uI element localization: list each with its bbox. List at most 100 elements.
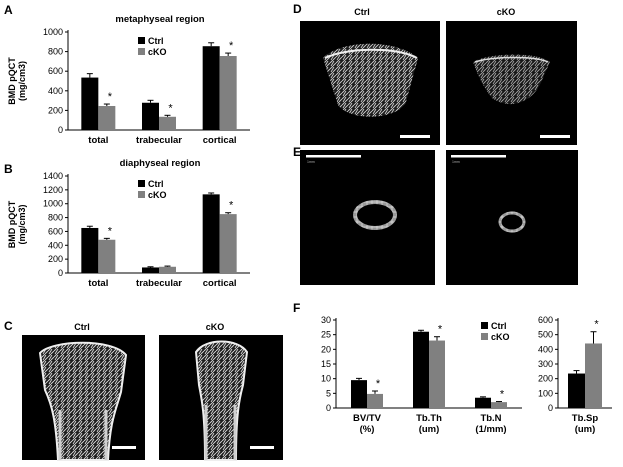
panel-e-cko-image <box>446 150 578 285</box>
chart-f2-y-tick-label: 300 <box>538 359 553 369</box>
chart-b-category-label: trabecular <box>136 278 182 289</box>
panel-d-ctrl-caption: Ctrl <box>354 7 370 17</box>
chart-f1-bar-ctrl <box>351 380 367 408</box>
chart-a-bar-cko <box>98 105 116 130</box>
chart-f2-y-tick-label: 400 <box>538 344 553 354</box>
chart-a-y-tick-label: 0 <box>58 125 63 135</box>
chart-b-title: diaphyseal region <box>120 158 201 169</box>
panel-d-cko-scalebar <box>540 135 570 138</box>
chart-a-legend-label: Ctrl <box>148 36 164 46</box>
chart-f1-category-label: (1/mm) <box>475 424 506 435</box>
chart-f1-significance-marker: * <box>500 389 505 401</box>
chart-b-category-label: cortical <box>203 278 237 289</box>
panel-e-ctrl-scale-text: 1mm <box>307 160 315 164</box>
chart-b-significance-marker: * <box>229 200 234 212</box>
chart-f1-category-label: Tb.Th <box>416 413 442 424</box>
panel-label-b: B <box>4 162 13 176</box>
chart-b-bar-ctrl <box>142 267 159 273</box>
chart-b-y-tick-label: 600 <box>48 226 63 236</box>
chart-b-y-tick-label: 1200 <box>43 185 63 195</box>
chart-a-metaphyseal: metaphyseal region 0 200 400 600 800 1000 BMD p… <box>7 14 250 146</box>
chart-a-bar-ctrl <box>142 102 159 130</box>
chart-f1-y-tick-label: 10 <box>321 374 331 384</box>
chart-a-category-label: cortical <box>203 135 237 146</box>
chart-b-bar-cko <box>219 214 237 273</box>
chart-a-legend-label: cKO <box>148 47 167 57</box>
chart-f2-bar-cko <box>585 343 602 408</box>
chart-a-y-axis-label: (mg/cm3) <box>17 61 27 101</box>
chart-a-significance-marker: * <box>108 91 113 103</box>
chart-f1-legend-swatch <box>481 322 488 329</box>
chart-b-y-tick-label: 1000 <box>43 199 63 209</box>
chart-f1-significance-marker: * <box>438 324 443 336</box>
chart-b-significance-marker: * <box>108 225 113 237</box>
chart-a-bar-cko <box>159 116 176 130</box>
chart-b-category-label: total <box>88 278 108 289</box>
chart-b-bar-cko <box>159 266 176 273</box>
panel-e-cko-scalebar <box>451 155 506 158</box>
chart-f1-category-label: BV/TV <box>353 413 382 424</box>
chart-f2-y-tick-label: 500 <box>538 330 553 340</box>
chart-a-category-label: total <box>88 135 108 146</box>
chart-b-legend-swatch <box>138 191 145 198</box>
chart-a-bar-ctrl <box>202 46 220 130</box>
chart-b-y-tick-label: 200 <box>48 254 63 264</box>
panel-e-ctrl-image <box>300 150 435 285</box>
chart-f2-y-tick-label: 0 <box>548 403 553 413</box>
panel-c-ctrl-scalebar <box>112 446 136 449</box>
panel-c-images: Ctrl cKO <box>22 322 283 461</box>
chart-f2-y-tick-label: 100 <box>538 388 553 398</box>
panel-d-cko-caption: cKO <box>497 7 516 17</box>
chart-f1-y-tick-label: 15 <box>321 359 331 369</box>
chart-b-legend-swatch <box>138 180 145 187</box>
chart-b-y-axis-label: (mg/cm3) <box>17 204 27 244</box>
chart-b-diaphyseal: diaphyseal region 0 200 400 600 800 1000 1200 14… <box>7 158 250 289</box>
chart-a-legend-swatch <box>138 37 145 44</box>
panel-c-cko-scalebar <box>250 446 274 449</box>
chart-a-significance-marker: * <box>229 40 234 52</box>
panel-e-ctrl-scalebar <box>306 155 361 158</box>
chart-f1-y-tick-label: 20 <box>321 344 331 354</box>
panel-c-cko-caption: cKO <box>206 322 225 332</box>
chart-b-bar-ctrl <box>202 194 220 273</box>
chart-b-y-tick-label: 800 <box>48 213 63 223</box>
panel-label-a: A <box>4 3 13 17</box>
chart-f-tbsp: 0 100 200 300 400 500 600 Tb.Sp(um) * <box>538 315 612 435</box>
chart-f1-bar-cko <box>429 340 445 408</box>
chart-a-bar-cko <box>219 56 237 131</box>
chart-f1-bar-cko <box>367 393 383 408</box>
chart-f2-category-label: Tb.Sp <box>572 413 599 424</box>
chart-f1-y-tick-label: 25 <box>321 330 331 340</box>
chart-a-y-axis-label: BMD pQCT <box>7 57 17 105</box>
chart-f2-y-tick-label: 200 <box>538 374 553 384</box>
chart-f1-bar-cko <box>491 402 507 408</box>
chart-f1-category-label: (%) <box>360 424 375 435</box>
chart-b-legend-label: Ctrl <box>148 179 164 189</box>
chart-b-bar-ctrl <box>81 227 99 273</box>
chart-f1-significance-marker: * <box>376 378 381 390</box>
ctrl-cortical-ring <box>353 200 397 230</box>
chart-a-title: metaphyseal region <box>115 14 204 25</box>
panel-label-e: E <box>293 145 301 159</box>
chart-a-y-tick-label: 800 <box>48 47 63 57</box>
chart-a-bar-ctrl <box>81 77 99 130</box>
chart-a-y-tick-label: 1000 <box>43 27 63 37</box>
panel-label-d: D <box>293 2 302 16</box>
chart-a-y-tick-label: 400 <box>48 86 63 96</box>
chart-f2-y-tick-label: 600 <box>538 315 553 325</box>
chart-f1-legend-label: cKO <box>491 332 510 342</box>
cko-cortical-ring <box>498 211 526 233</box>
chart-a-y-tick-label: 600 <box>48 66 63 76</box>
chart-f2-category-label: (um) <box>575 424 596 435</box>
chart-f1-category-label: (um) <box>419 424 440 435</box>
chart-b-legend-label: cKO <box>148 190 167 200</box>
chart-f1-y-tick-label: 5 <box>326 388 331 398</box>
chart-f1-bar-ctrl <box>413 331 429 408</box>
chart-f1-y-tick-label: 0 <box>326 403 331 413</box>
chart-f1-y-tick-label: 30 <box>321 315 331 325</box>
panel-e-cko-scale-text: 1mm <box>452 160 460 164</box>
panel-label-f: F <box>293 301 300 315</box>
chart-b-y-tick-label: 0 <box>58 268 63 278</box>
ctrl-trabecular-network <box>323 43 418 117</box>
